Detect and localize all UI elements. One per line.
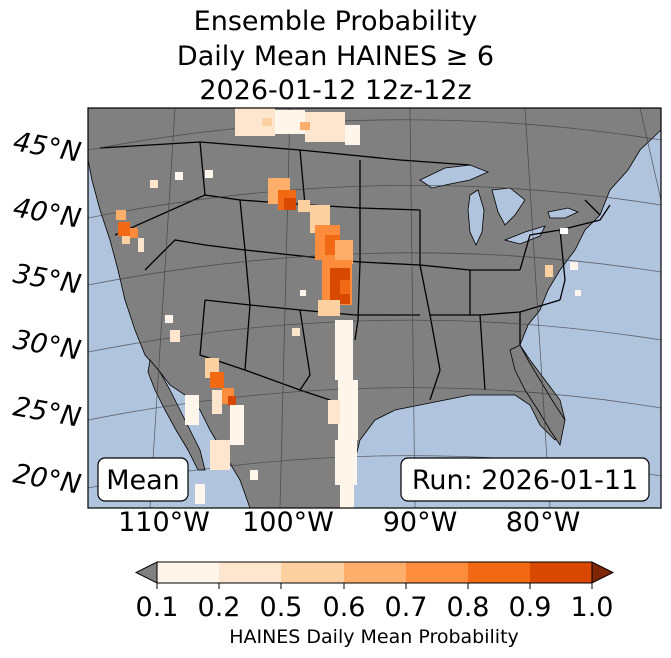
lake-michigan [467, 189, 485, 246]
lat-label-35: 35°N [11, 258, 83, 300]
lat-label-20: 20°N [11, 458, 83, 500]
run-label: Run: 2026-01-11 [412, 465, 638, 496]
map-frame [88, 108, 661, 508]
colorbar-label: HAINES Daily Mean Probability [229, 626, 519, 648]
colorbar-tick-6: 0.9 [509, 592, 552, 623]
title-line-2: Daily Mean HAINES ≥ 6 [176, 41, 495, 72]
lake-ontario [547, 207, 580, 219]
colorbar-tick-7: 1.0 [571, 592, 614, 623]
colorbar: 0.1 0.2 0.5 0.6 0.7 0.8 0.9 1.0 HAINES D… [134, 561, 615, 648]
map-border [87, 107, 662, 509]
colorbar-tick-1: 0.2 [198, 592, 241, 623]
lat-label-45: 45°N [11, 126, 83, 168]
lon-label-110w: 110°W [118, 507, 210, 538]
land-baja [147, 359, 206, 471]
colorbar-tick-4: 0.7 [385, 592, 428, 623]
colorbar-bin-2 [219, 562, 281, 583]
colorbar-tick-0: 0.1 [136, 592, 179, 623]
colorbar-outline [156, 561, 593, 584]
land-florida [509, 344, 566, 447]
lat-label-25: 25°N [11, 391, 83, 433]
lake-erie [503, 225, 546, 245]
state-borders [99, 141, 611, 451]
colorbar-tick-5: 0.8 [447, 592, 490, 623]
lat-label-40: 40°N [11, 192, 83, 234]
colorbar-bin-7 [530, 562, 592, 583]
mean-box [97, 457, 189, 502]
title-line-3: 2026-01-12 12z-12z [199, 75, 472, 106]
colorbar-over-arrow [591, 561, 615, 584]
colorbar-tick-3: 0.6 [323, 592, 366, 623]
colorbar-tick-2: 0.5 [260, 592, 303, 623]
lake-superior [419, 164, 490, 189]
colorbar-bin-1 [157, 562, 219, 583]
mean-label: Mean [106, 465, 180, 496]
probability-cells [116, 108, 581, 508]
colorbar-bin-3 [281, 562, 344, 583]
colorbar-bin-4 [344, 562, 406, 583]
run-box [400, 457, 650, 502]
lat-label-30: 30°N [11, 324, 83, 366]
colorbar-bin-5 [406, 562, 468, 583]
colorbar-under-arrow [134, 561, 158, 584]
colorbar-bin-6 [468, 562, 530, 583]
title-line-1: Ensemble Probability [193, 6, 478, 37]
lon-label-90w: 90°W [383, 507, 458, 538]
lon-label-100w: 100°W [242, 507, 334, 538]
lon-label-80w: 80°W [506, 507, 581, 538]
